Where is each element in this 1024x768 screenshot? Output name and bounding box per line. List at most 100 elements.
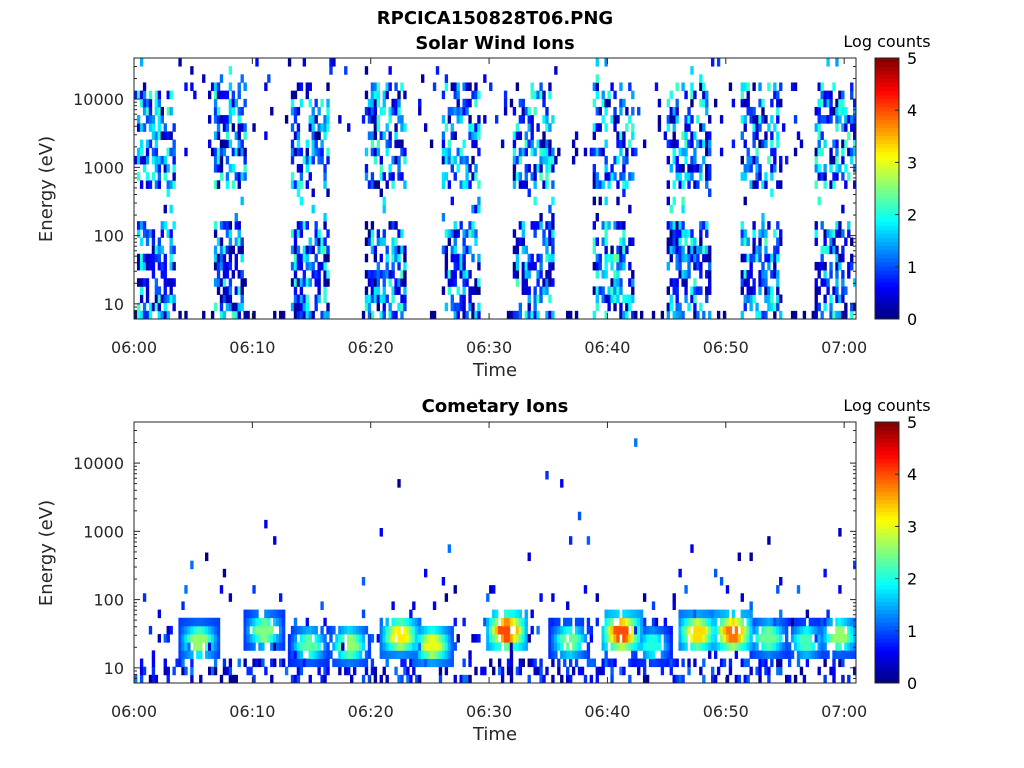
heatmap-cell — [548, 278, 552, 287]
heatmap-cell — [367, 237, 372, 246]
heatmap-cell — [184, 617, 188, 627]
heatmap-cell — [829, 237, 833, 246]
heatmap-cell — [293, 310, 298, 320]
heatmap-cell — [139, 674, 144, 684]
colorbar-tick-label: 0 — [907, 674, 917, 693]
heatmap-cell — [699, 172, 703, 181]
heatmap-cell — [521, 642, 525, 651]
heatmap-cell — [693, 658, 697, 668]
heatmap-cell — [225, 286, 230, 295]
heatmap-cell — [699, 74, 703, 83]
heatmap-cell — [604, 237, 608, 246]
y-tick-label: 1000 — [83, 158, 124, 177]
heatmap-cell — [773, 625, 777, 635]
heatmap-cell — [604, 58, 608, 67]
heatmap-cell — [622, 98, 626, 108]
heatmap-cell — [172, 180, 176, 189]
heatmap-cell — [148, 261, 153, 271]
colorbar-segment — [875, 491, 899, 496]
heatmap-cell — [219, 147, 224, 157]
heatmap-cell — [853, 139, 857, 149]
heatmap-cell — [447, 106, 452, 116]
heatmap-cell — [326, 147, 330, 157]
heatmap-cell — [243, 123, 247, 132]
heatmap-cell — [255, 625, 259, 635]
heatmap-cell — [693, 310, 697, 320]
heatmap-cell — [847, 229, 851, 238]
heatmap-cell — [160, 270, 164, 279]
heatmap-cell — [678, 253, 682, 263]
heatmap-cell — [530, 139, 534, 149]
heatmap-cell — [654, 82, 659, 92]
heatmap-cell — [441, 131, 446, 140]
heatmap-cell — [326, 123, 330, 132]
heatmap-cell — [817, 196, 821, 206]
heatmap-cell — [456, 106, 460, 116]
heatmap-cell — [311, 625, 315, 635]
heatmap-cell — [625, 245, 629, 255]
heatmap-cell — [820, 221, 824, 230]
x-tick-label: 07:00 — [821, 338, 867, 357]
heatmap-cell — [533, 658, 537, 668]
heatmap-cell — [713, 617, 718, 627]
heatmap-cell — [574, 625, 579, 635]
heatmap-cell — [462, 229, 466, 238]
heatmap-cell — [841, 139, 845, 149]
heatmap-cell — [450, 650, 454, 659]
heatmap-cell — [450, 253, 454, 263]
heatmap-cell — [412, 658, 416, 668]
colorbar-segment — [875, 462, 899, 468]
heatmap-cell — [722, 642, 727, 651]
colorbar-segment — [875, 536, 899, 541]
heatmap-cell — [725, 674, 730, 684]
heatmap-cell — [450, 270, 454, 279]
heatmap-cell — [326, 302, 330, 312]
heatmap-cell — [234, 286, 238, 295]
heatmap-cell — [648, 625, 653, 635]
heatmap-cell — [604, 221, 608, 230]
heatmap-cell — [601, 658, 605, 668]
heatmap-cell — [157, 302, 162, 312]
heatmap-cell — [524, 278, 528, 287]
heatmap-cell — [465, 674, 469, 684]
heatmap-cell — [367, 180, 372, 189]
heatmap-cell — [657, 642, 662, 651]
heatmap-cell — [622, 221, 626, 230]
heatmap-cell — [379, 634, 383, 643]
heatmap-cell — [684, 294, 688, 304]
heatmap-cell — [444, 593, 449, 602]
heatmap-cell — [758, 82, 762, 92]
heatmap-cell — [450, 106, 454, 116]
heatmap-cell — [444, 245, 449, 255]
heatmap-cell — [252, 625, 256, 635]
heatmap-cell — [758, 634, 762, 643]
heatmap-cell — [817, 172, 821, 181]
heatmap-cell — [228, 658, 233, 668]
heatmap-cell — [477, 180, 481, 189]
heatmap-cell — [628, 172, 632, 181]
heatmap-cell — [397, 253, 401, 263]
heatmap-cell — [382, 666, 386, 676]
heatmap-cell — [320, 261, 324, 271]
heatmap-cell — [296, 278, 301, 287]
heatmap-cell — [628, 674, 632, 684]
heatmap-cell — [264, 82, 268, 92]
heatmap-cell — [530, 658, 534, 668]
heatmap-cell — [376, 82, 380, 92]
heatmap-cell — [539, 593, 543, 602]
heatmap-cell — [755, 123, 759, 132]
heatmap-cell — [690, 115, 694, 124]
heatmap-cell — [737, 552, 741, 562]
heatmap-cell — [202, 310, 206, 320]
heatmap-cell — [589, 634, 594, 643]
heatmap-cell — [503, 90, 508, 100]
heatmap-cell — [299, 82, 304, 92]
heatmap-cell — [829, 115, 833, 124]
heatmap-cell — [163, 123, 167, 132]
heatmap-cell — [157, 180, 162, 189]
heatmap-cell — [826, 58, 830, 67]
colorbar-segment — [875, 74, 899, 79]
colorbar-segment — [875, 556, 899, 562]
heatmap-cell — [323, 245, 327, 255]
heatmap-cell — [716, 666, 721, 676]
